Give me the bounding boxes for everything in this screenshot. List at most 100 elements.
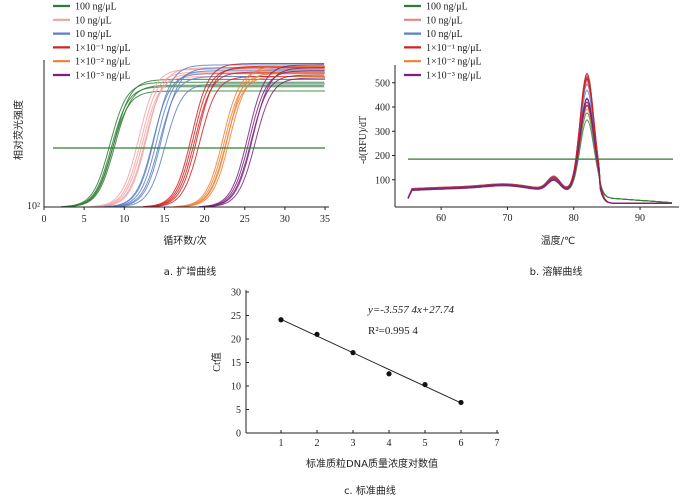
b-y-tick-label: 100 <box>375 175 390 186</box>
a-curve-4 <box>180 71 325 208</box>
a-x-tick-label: 15 <box>159 214 169 225</box>
a-curve-5 <box>198 64 325 208</box>
c-y-tick-label: 5 <box>236 405 241 416</box>
b-curve-0 <box>407 119 672 204</box>
a-y-label: 相对荧光强度 <box>12 100 25 160</box>
a-curve-0 <box>65 84 325 208</box>
b-x-tick-label: 70 <box>502 213 512 224</box>
b-x-tick-label: 80 <box>569 213 579 224</box>
b-x-tick-label: 60 <box>436 213 446 224</box>
b-x-tick-label: 90 <box>635 213 645 224</box>
c-y-label: Ct值 <box>210 352 223 371</box>
c-r2: R²=0.995 4 <box>368 325 418 337</box>
b-curve-3 <box>407 75 672 204</box>
c-x-tick-label: 6 <box>459 438 464 449</box>
b-curve-2 <box>407 76 672 204</box>
c-y-tick-label: 10 <box>231 382 241 393</box>
c-data-point <box>386 371 392 377</box>
a-x-tick-label: 35 <box>320 214 330 225</box>
b-y-tick-label: 500 <box>375 78 390 89</box>
a-curve-4 <box>177 76 325 208</box>
b-legend-label: 1×10⁻¹ ng/μL <box>426 43 482 54</box>
b-curve-5 <box>407 98 672 204</box>
c-x-tick-label: 3 <box>351 438 356 449</box>
b-curve-5 <box>407 101 672 204</box>
a-curve-3 <box>144 67 325 208</box>
b-curve-3 <box>407 78 672 204</box>
b-curve-1 <box>407 83 672 204</box>
c-caption: c. 标准曲线 <box>344 484 396 497</box>
a-curve-4 <box>178 65 325 208</box>
a-curve-5 <box>202 74 325 208</box>
amplification-chart: 0 5 10 15 20 25 30 35 10² 循环数/次 相对荧光强度 100 ng/μ… <box>12 2 330 279</box>
b-legend-label: 10 ng/μL <box>426 29 463 40</box>
c-x-tick-label: 4 <box>387 438 392 449</box>
b-legend-label: 1×10⁻² ng/μL <box>426 57 482 68</box>
c-y-tick-label: 30 <box>231 288 241 299</box>
c-data-point <box>422 381 428 388</box>
a-caption: a. 扩增曲线 <box>164 265 217 278</box>
c-y-tick-label: 25 <box>231 311 241 322</box>
b-curve-3 <box>407 72 672 204</box>
a-curve-3 <box>142 63 325 208</box>
b-x-label: 温度/℃ <box>541 234 576 247</box>
c-x-label: 标准质粒DNA质量浓度对数值 <box>306 457 438 470</box>
b-y-tick-label: 200 <box>375 151 390 162</box>
a-curve-0 <box>64 78 325 208</box>
b-y-tick-label: 300 <box>375 127 390 138</box>
b-curve-2 <box>407 83 672 204</box>
b-curve-1 <box>407 79 672 204</box>
b-curve-1 <box>407 76 672 204</box>
b-y-label: -d(RFU)/dT <box>358 116 369 164</box>
a-curve-4 <box>174 68 325 208</box>
c-equation: y=-3.557 4x+27.74 <box>367 304 455 316</box>
b-legend-label: 100 ng/μL <box>426 2 468 13</box>
a-curve-0 <box>62 86 325 208</box>
a-x-tick-label: 5 <box>82 214 87 225</box>
a-legend-label: 1×10⁻² ng/μL <box>75 57 131 68</box>
b-curve-5 <box>407 97 672 204</box>
c-data-point <box>278 317 284 323</box>
c-x-tick-label: 7 <box>495 438 500 449</box>
a-x-tick-label: 0 <box>42 214 47 225</box>
a-curve-4 <box>175 73 325 208</box>
a-x-tick-label: 20 <box>200 214 210 225</box>
a-legend-label: 1×10⁻¹ ng/μL <box>75 43 131 54</box>
a-legend-label: 100 ng/μL <box>75 2 117 13</box>
c-data-point <box>314 331 320 337</box>
b-curve-3 <box>407 77 672 204</box>
a-curve-2 <box>116 83 325 208</box>
c-y-tick-label: 15 <box>231 358 241 369</box>
a-x-tick-label: 25 <box>240 214 250 225</box>
a-x-label: 循环数/次 <box>163 234 206 247</box>
b-y-tick-label: 400 <box>375 103 390 114</box>
a-legend-label: 10 ng/μL <box>75 15 112 26</box>
b-legend-label: 10 ng/μL <box>426 15 463 26</box>
b-curve-1 <box>407 80 672 204</box>
b-caption: b. 溶解曲线 <box>530 265 583 278</box>
c-y-tick-label: 0 <box>236 429 241 440</box>
b-curve-2 <box>407 72 672 204</box>
a-x-tick-label: 10 <box>119 214 129 225</box>
c-y-tick-label: 20 <box>231 335 241 346</box>
c-data-point <box>350 350 356 356</box>
a-x-tick-label: 30 <box>280 214 290 225</box>
c-x-tick-label: 5 <box>423 438 428 449</box>
standard-curve-chart: 1 2 3 4 5 6 7 0 5 10 15 20 25 30 y=-3.557 4x+27.74 R²… <box>210 288 500 498</box>
a-curve-0 <box>60 81 325 208</box>
c-x-tick-label: 2 <box>315 438 320 449</box>
b-legend-label: 1×10⁻³ ng/μL <box>426 71 482 82</box>
c-data-point <box>458 399 464 406</box>
c-fit-line <box>280 318 462 404</box>
a-curve-2 <box>105 64 325 208</box>
a-legend-label: 1×10⁻³ ng/μL <box>75 71 131 82</box>
a-curve-3 <box>148 65 325 208</box>
a-curve-5 <box>206 77 325 208</box>
c-x-tick-label: 1 <box>279 438 284 449</box>
a-curve-5 <box>203 67 325 208</box>
a-y-tick-label: 10² <box>27 201 40 212</box>
a-curve-5 <box>200 70 325 208</box>
